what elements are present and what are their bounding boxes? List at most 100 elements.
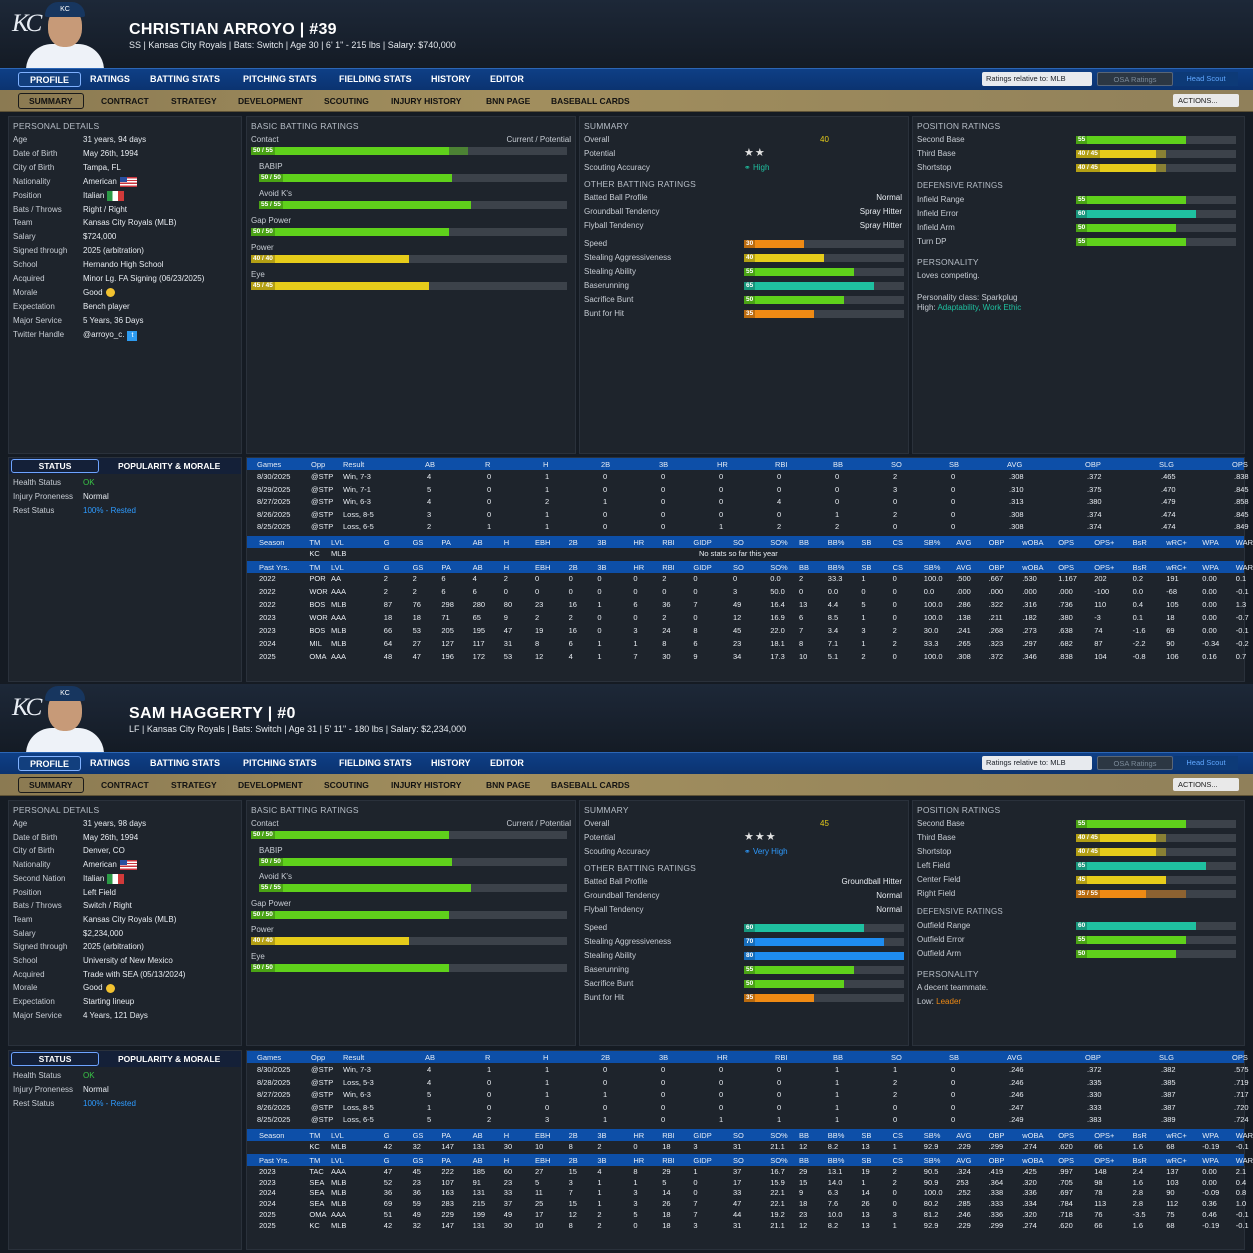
past-cell: .000: [956, 587, 971, 596]
tab-history[interactable]: HISTORY: [431, 758, 471, 768]
past-cell: AAA: [331, 1167, 347, 1176]
osa-ratings-button[interactable]: OSA Ratings: [1097, 72, 1173, 86]
defensive-fill: [1076, 196, 1187, 204]
past-cell: 42: [383, 1220, 393, 1230]
games-header-cell: BB: [833, 460, 844, 469]
subtab-summary[interactable]: SUMMARY: [18, 93, 84, 109]
season-header-cell: CS: [892, 1131, 904, 1140]
position-label: Left Field: [917, 861, 950, 870]
subtab-strategy[interactable]: STRATEGY: [171, 780, 217, 790]
status-tab[interactable]: STATUS: [11, 459, 99, 473]
other-rating-fill: [744, 282, 875, 290]
past-cell: 6: [693, 639, 698, 648]
player-photo: KC: [24, 686, 106, 752]
position-bar-value: 40 / 45: [1076, 164, 1100, 172]
tab-batting-stats[interactable]: BATTING STATS: [150, 758, 220, 768]
subtab-scouting[interactable]: SCOUTING: [324, 96, 369, 106]
batting-label-babip: BABIP: [259, 162, 283, 171]
subtab-development[interactable]: DEVELOPMENT: [238, 780, 303, 790]
past-cell: 0: [799, 587, 804, 596]
subtab-development[interactable]: DEVELOPMENT: [238, 96, 303, 106]
head-scout-button[interactable]: Head Scout: [1174, 72, 1238, 86]
tab-editor[interactable]: EDITOR: [490, 758, 524, 768]
detail-label: Major Service: [13, 1010, 62, 1020]
tab-ratings[interactable]: RATINGS: [90, 74, 130, 84]
tab-batting-stats[interactable]: BATTING STATS: [150, 74, 220, 84]
tab-fielding-stats[interactable]: FIELDING STATS: [339, 758, 412, 768]
head-scout-button[interactable]: Head Scout: [1174, 756, 1238, 770]
games-header-cell: R: [485, 1053, 491, 1062]
tab-ratings[interactable]: RATINGS: [90, 758, 130, 768]
popularity-morale-tab[interactable]: POPULARITY & MORALE: [118, 461, 221, 471]
other-rating-label: Bunt for Hit: [584, 993, 625, 1002]
season-header-cell: WAR: [1235, 1131, 1253, 1140]
past-header-cell: H: [503, 563, 510, 572]
twitter-icon[interactable]: t: [127, 330, 138, 341]
other-batting-title: OTHER BATTING RATINGS: [584, 863, 697, 873]
tab-history[interactable]: HISTORY: [431, 74, 471, 84]
past-header-cell: 3B: [597, 1156, 607, 1165]
defensive-value: 55: [1076, 196, 1088, 204]
tab-profile[interactable]: PROFILE: [18, 72, 82, 87]
subtab-baseball-cards[interactable]: BASEBALL CARDS: [551, 780, 630, 790]
tab-pitching-stats[interactable]: PITCHING STATS: [243, 74, 317, 84]
ratings-relative-select[interactable]: Ratings relative to: MLB: [982, 72, 1092, 86]
tab-profile[interactable]: PROFILE: [18, 756, 82, 771]
past-cell: -1.6: [1132, 626, 1146, 635]
status-tab[interactable]: STATUS: [11, 1052, 99, 1066]
status-label: Rest Status: [13, 506, 55, 515]
games-cell: .385: [1161, 1077, 1176, 1087]
tab-editor[interactable]: EDITOR: [490, 74, 524, 84]
past-cell: 11: [535, 1188, 543, 1198]
games-cell: 0: [661, 1065, 666, 1074]
games-cell: 0: [661, 522, 666, 532]
other-rating-label: Stealing Ability: [584, 951, 637, 960]
past-cell: 229: [441, 1209, 454, 1219]
subtab-contract[interactable]: CONTRACT: [101, 96, 149, 106]
games-cell: 2: [893, 472, 898, 481]
past-cell: 10: [535, 1220, 544, 1230]
season-cell: 1: [892, 1142, 897, 1151]
defensive-bar: 55: [1076, 936, 1236, 944]
subtab-bnn-page[interactable]: BNN PAGE: [486, 96, 531, 106]
games-cell: 0: [603, 1102, 608, 1112]
main-nav: PROFILE RATINGS BATTING STATS PITCHING STAT…: [0, 752, 1253, 774]
games-cell: 1: [545, 1090, 550, 1100]
subtab-contract[interactable]: CONTRACT: [101, 780, 149, 790]
subtab-baseball-cards[interactable]: BASEBALL CARDS: [551, 96, 630, 106]
other-rating-bar: 70: [744, 938, 904, 946]
player-name: SAM HAGGERTY | #0: [129, 705, 296, 722]
other-rating-label: Stealing Aggressiveness: [584, 253, 672, 262]
past-cell: 51: [383, 1209, 393, 1219]
subtab-strategy[interactable]: STRATEGY: [171, 96, 217, 106]
detail-label: Salary: [13, 928, 36, 938]
games-header-cell[interactable]: Games: [257, 1053, 282, 1062]
subtab-summary[interactable]: SUMMARY: [18, 777, 84, 793]
games-cell: Win, 7-3: [343, 1065, 371, 1074]
position-bar-value: 40 / 45: [1076, 848, 1100, 856]
tab-fielding-stats[interactable]: FIELDING STATS: [339, 74, 412, 84]
games-header-cell[interactable]: Games: [257, 460, 282, 469]
subtab-injury-history[interactable]: INJURY HISTORY: [391, 780, 462, 790]
detail-value: @arroyo_c. t: [83, 330, 138, 341]
past-cell: .718: [1058, 1209, 1073, 1219]
team-logo: KC: [12, 694, 42, 721]
games-header-cell: AB: [425, 460, 436, 469]
season-header-cell: OPS: [1058, 1131, 1075, 1140]
other-rating-fill: [744, 268, 855, 276]
subtab-scouting[interactable]: SCOUTING: [324, 780, 369, 790]
actions-dropdown[interactable]: ACTIONS...: [1173, 778, 1239, 791]
season-header-cell: wRC+: [1166, 538, 1187, 547]
defensive-bar: 55: [1076, 196, 1236, 204]
subtab-bnn-page[interactable]: BNN PAGE: [486, 780, 531, 790]
games-header-cell: Opp: [311, 460, 326, 469]
tab-pitching-stats[interactable]: PITCHING STATS: [243, 758, 317, 768]
past-cell: .265: [956, 639, 971, 648]
season-cell: 8.2: [827, 1142, 839, 1151]
actions-dropdown[interactable]: ACTIONS...: [1173, 94, 1239, 107]
subtab-injury-history[interactable]: INJURY HISTORY: [391, 96, 462, 106]
popularity-morale-tab[interactable]: POPULARITY & MORALE: [118, 1054, 221, 1064]
osa-ratings-button[interactable]: OSA Ratings: [1097, 756, 1173, 770]
batting-bar-current: [251, 228, 449, 236]
ratings-relative-select[interactable]: Ratings relative to: MLB: [982, 756, 1092, 770]
